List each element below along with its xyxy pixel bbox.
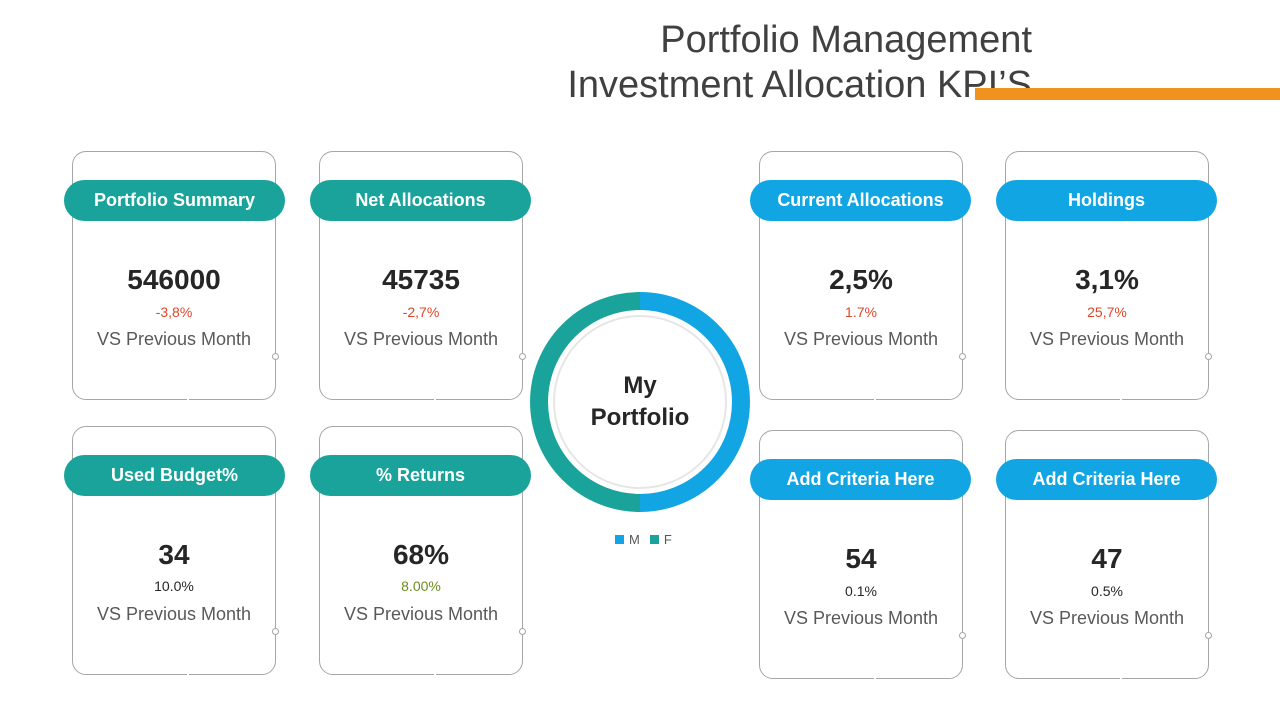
legend-item-m: M	[615, 532, 640, 547]
portfolio-donut: My Portfolio	[529, 291, 751, 513]
legend-swatch-f	[649, 535, 659, 544]
legend-swatch-m	[615, 535, 624, 544]
kpi-note-criteria-2: VS Previous Month	[1029, 608, 1185, 628]
kpi-label-holdings: Holdings	[996, 180, 1217, 221]
kpi-label-returns: % Returns	[310, 455, 531, 496]
kpi-change-net-allocations: -2,7%	[402, 304, 440, 320]
kpi-value-criteria-2: 47	[1091, 543, 1123, 574]
kpi-value-portfolio-summary: 546000	[127, 264, 221, 295]
kpi-label-criteria-2: Add Criteria Here	[996, 459, 1217, 500]
card-connector-dot	[519, 628, 526, 635]
kpi-note-net-allocations: VS Previous Month	[343, 329, 499, 349]
donut-segment-m	[639, 292, 750, 512]
kpi-note-criteria-1: VS Previous Month	[783, 608, 939, 628]
kpi-change-holdings: 25,7%	[1087, 304, 1127, 320]
kpi-note-holdings: VS Previous Month	[1029, 329, 1185, 349]
kpi-value-criteria-1: 54	[845, 543, 877, 574]
title-accent-bar	[975, 88, 1280, 100]
kpi-label-current-allocations: Current Allocations	[750, 180, 971, 221]
kpi-label-net-allocations: Net Allocations	[310, 180, 531, 221]
kpi-value-holdings: 3,1%	[1075, 264, 1139, 295]
donut-legend: M F	[615, 532, 682, 547]
title-line-2: Investment Allocation KPI’S	[567, 64, 1032, 106]
kpi-note-current-allocations: VS Previous Month	[783, 329, 939, 349]
kpi-value-net-allocations: 45735	[382, 264, 460, 295]
card-connector-dot	[519, 353, 526, 360]
kpi-value-returns: 68%	[392, 539, 450, 570]
donut-inner-ring	[553, 315, 727, 489]
donut-center-label: My Portfolio	[529, 291, 751, 513]
donut-segment-f	[530, 292, 641, 512]
page-title: Portfolio Management Investment Allocati…	[567, 18, 1032, 108]
card-connector-dot	[272, 628, 279, 635]
card-connector-dot	[959, 632, 966, 639]
kpi-value-used-budget: 34	[158, 539, 190, 570]
card-connector-dot	[272, 353, 279, 360]
kpi-label-criteria-1: Add Criteria Here	[750, 459, 971, 500]
kpi-change-used-budget: 10.0%	[154, 578, 194, 594]
card-connector-dot	[959, 353, 966, 360]
kpi-note-used-budget: VS Previous Month	[96, 604, 252, 624]
title-line-1: Portfolio Management	[660, 19, 1032, 61]
kpi-note-portfolio-summary: VS Previous Month	[96, 329, 252, 349]
kpi-note-returns: VS Previous Month	[343, 604, 499, 624]
kpi-change-criteria-2: 0.5%	[1091, 583, 1123, 599]
legend-item-f: F	[649, 532, 672, 547]
kpi-value-current-allocations: 2,5%	[829, 264, 893, 295]
card-connector-dot	[1205, 632, 1212, 639]
kpi-change-portfolio-summary: -3,8%	[155, 304, 193, 320]
donut-center-line-1: My	[623, 372, 657, 399]
donut-chart	[530, 292, 750, 512]
kpi-label-portfolio-summary: Portfolio Summary	[64, 180, 285, 221]
kpi-label-used-budget: Used Budget%	[64, 455, 285, 496]
kpi-change-returns: 8.00%	[401, 578, 441, 594]
kpi-change-current-allocations: 1.7%	[845, 304, 877, 320]
donut-center-line-2: Portfolio	[590, 404, 690, 431]
kpi-change-criteria-1: 0.1%	[845, 583, 877, 599]
legend-label-m: M	[629, 532, 640, 547]
card-connector-dot	[1205, 353, 1212, 360]
legend-label-f: F	[663, 532, 672, 547]
